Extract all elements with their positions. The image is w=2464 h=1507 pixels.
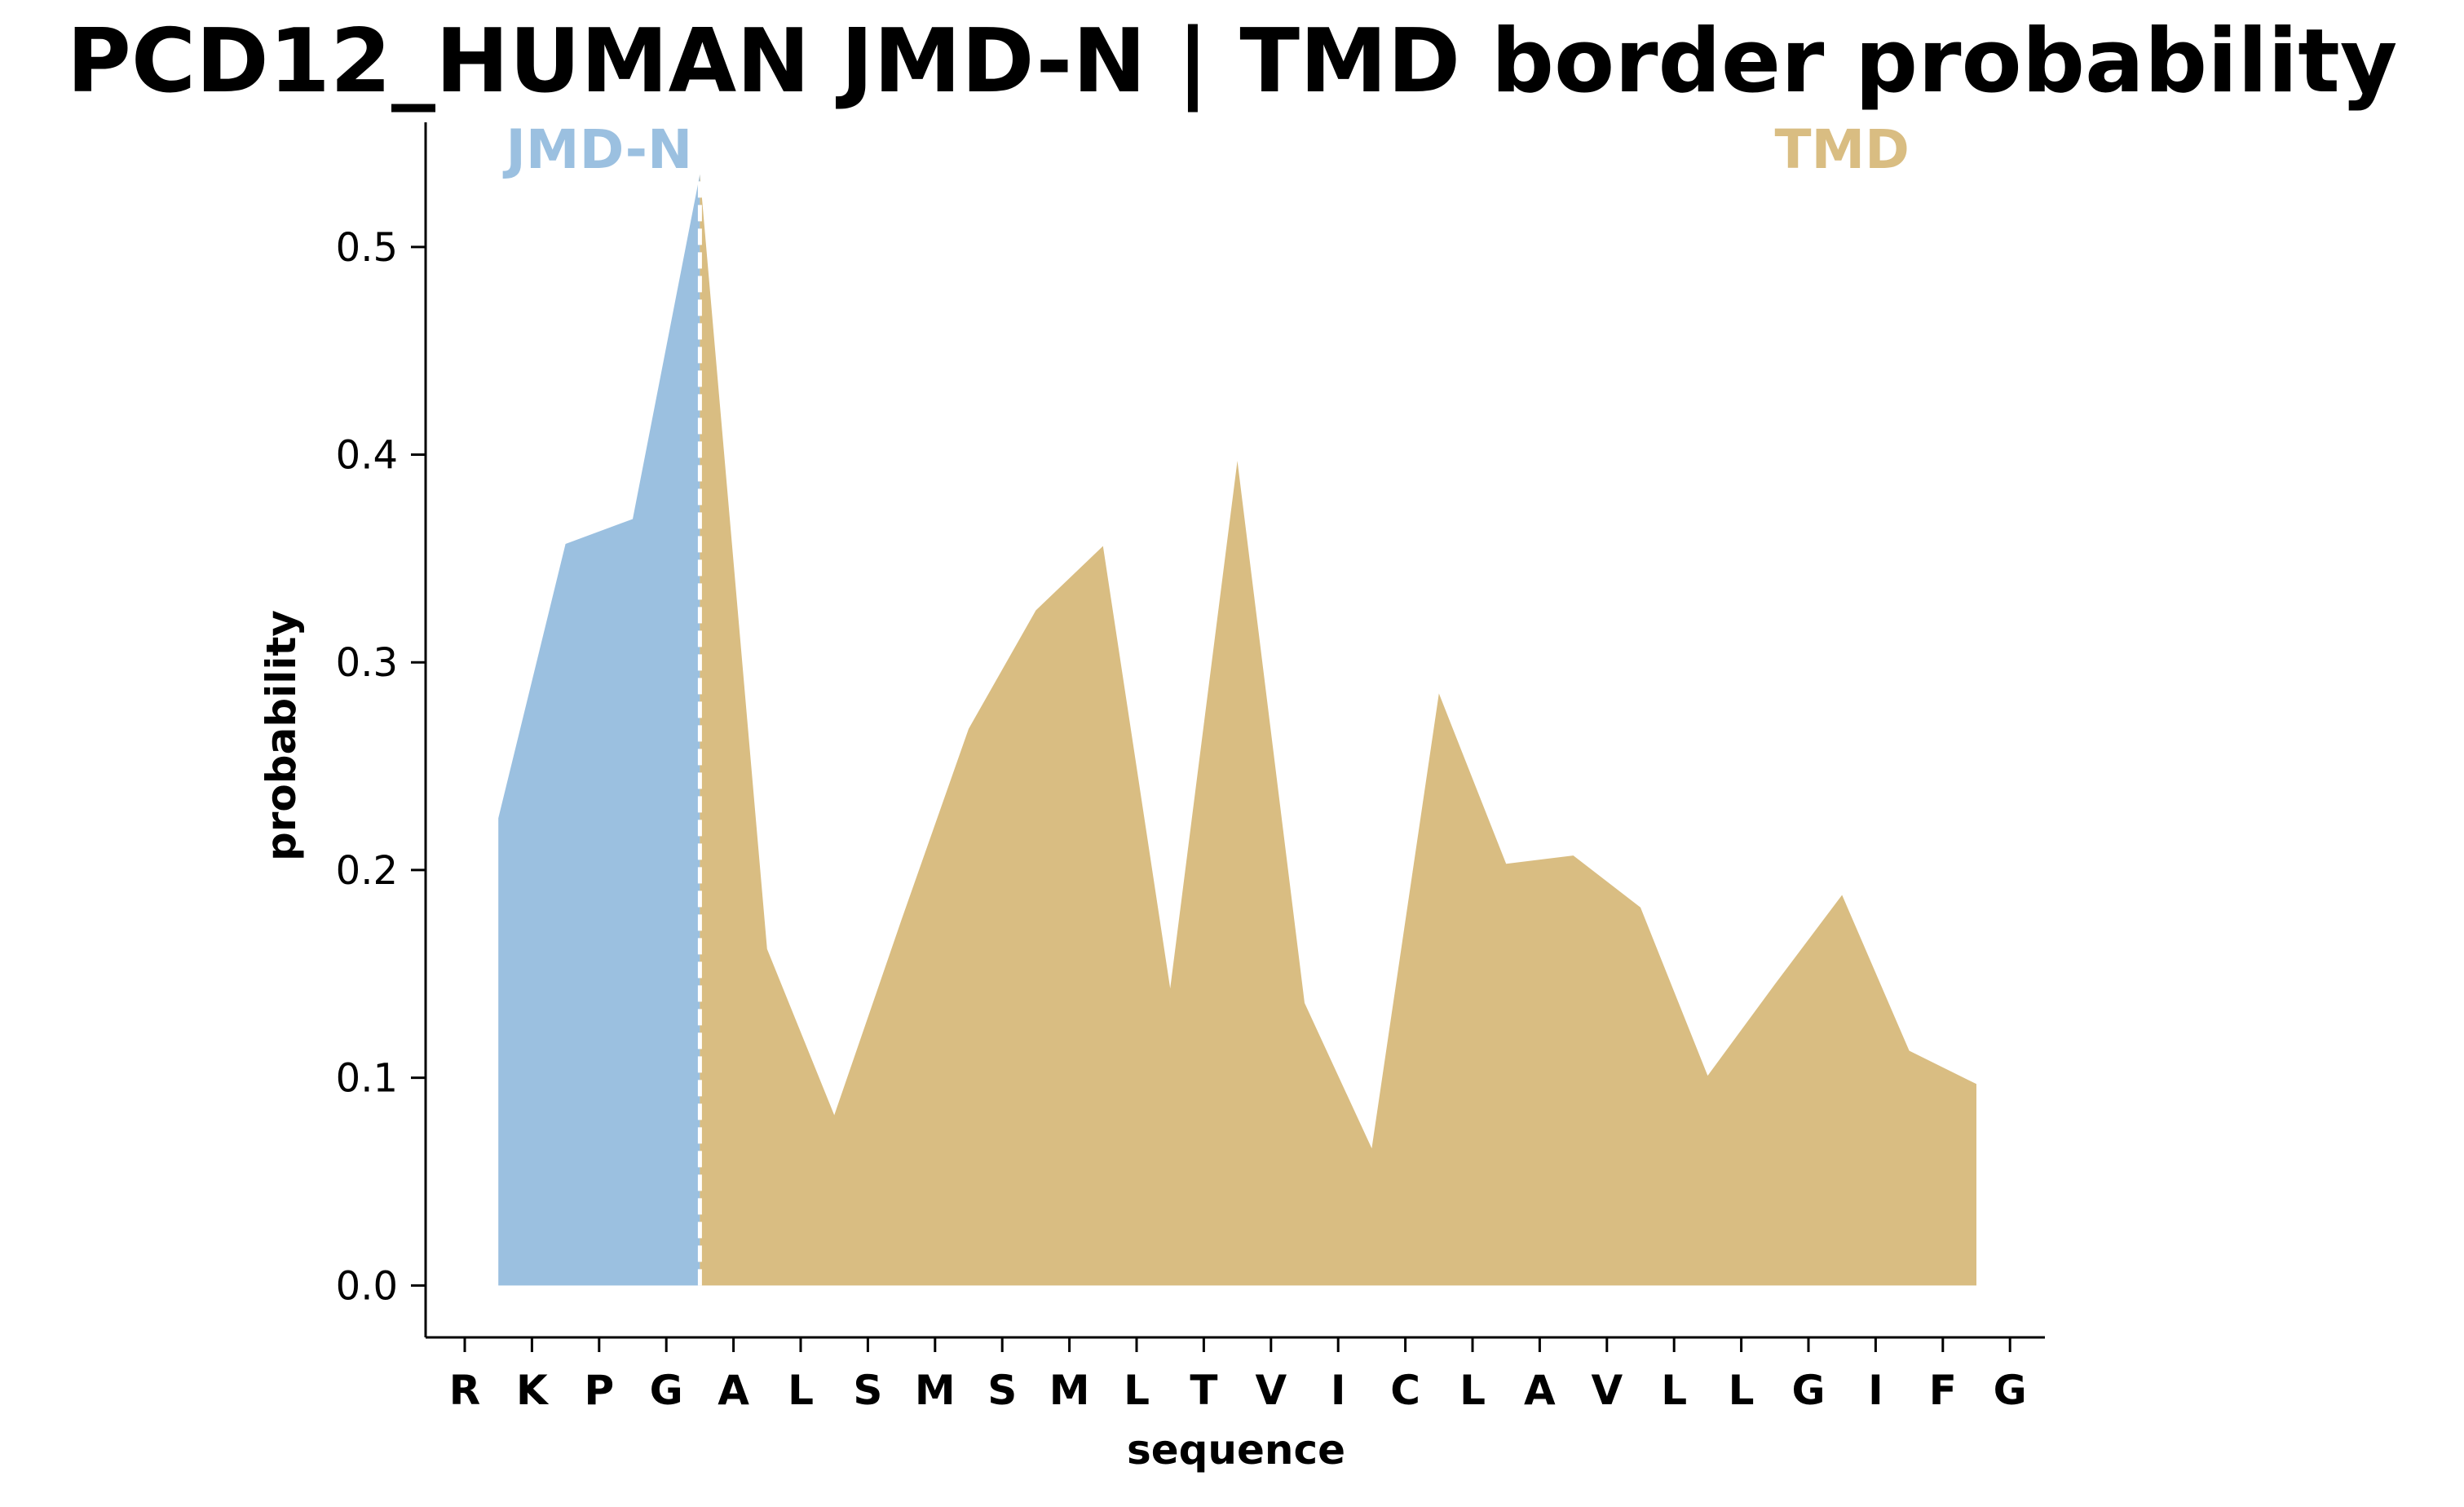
x-tick-label-v: V (1255, 1367, 1287, 1414)
x-tick-label-a: A (1524, 1367, 1556, 1414)
y-tick-label: 0.0 (336, 1263, 398, 1309)
x-tick-label-l: L (1124, 1367, 1150, 1414)
x-tick-label-i: I (1331, 1367, 1346, 1414)
x-tick-label-m: M (915, 1367, 956, 1414)
x-tick-label-l: L (1729, 1367, 1755, 1414)
x-tick-label-m: M (1049, 1367, 1090, 1414)
x-tick-label-g: G (1791, 1367, 1825, 1414)
area-series-jmd-n (498, 174, 700, 1286)
y-axis-label: probability (258, 610, 305, 861)
y-tick-label: 0.2 (336, 848, 398, 894)
x-axis-label: sequence (1127, 1426, 1345, 1474)
axes-layer (424, 122, 2045, 1339)
annotation-tmd: TMD (1774, 118, 1909, 181)
y-ticks: 0.0 0.1 0.2 0.3 0.4 0.5 (336, 225, 426, 1309)
x-tick-label-a: A (718, 1367, 749, 1414)
area-series-tmd (700, 174, 1976, 1286)
y-tick-label: 0.3 (336, 640, 398, 686)
x-tick-label-c: C (1390, 1367, 1420, 1414)
x-tick-label-l: L (788, 1367, 814, 1414)
x-tick-label-i: I (1868, 1367, 1883, 1414)
x-tick-label-k: K (516, 1367, 550, 1414)
x-tick-label-g: G (1994, 1367, 2027, 1414)
x-tick-label-l: L (1459, 1367, 1486, 1414)
x-tick-label-s: S (853, 1367, 882, 1414)
y-tick-label: 0.1 (336, 1056, 398, 1102)
annotation-layer: JMD-N TMD (502, 118, 1910, 181)
x-tick-label-p: P (584, 1367, 614, 1414)
y-tick-label: 0.4 (336, 433, 398, 479)
x-tick-label-v: V (1591, 1367, 1623, 1414)
annotation-jmd-n: JMD-N (502, 118, 692, 181)
x-tick-label-f: F (1929, 1367, 1957, 1414)
x-tick-label-s: S (987, 1367, 1017, 1414)
y-tick-label: 0.5 (336, 225, 398, 271)
x-tick-label-g: G (650, 1367, 683, 1414)
x-tick-label-t: T (1190, 1367, 1217, 1414)
x-tick-label-r: R (449, 1367, 481, 1414)
x-tick-label-l: L (1661, 1367, 1687, 1414)
area-layer (498, 174, 1976, 1286)
chart-title: PCD12_HUMAN JMD-N | TMD border probabili… (67, 11, 2398, 113)
